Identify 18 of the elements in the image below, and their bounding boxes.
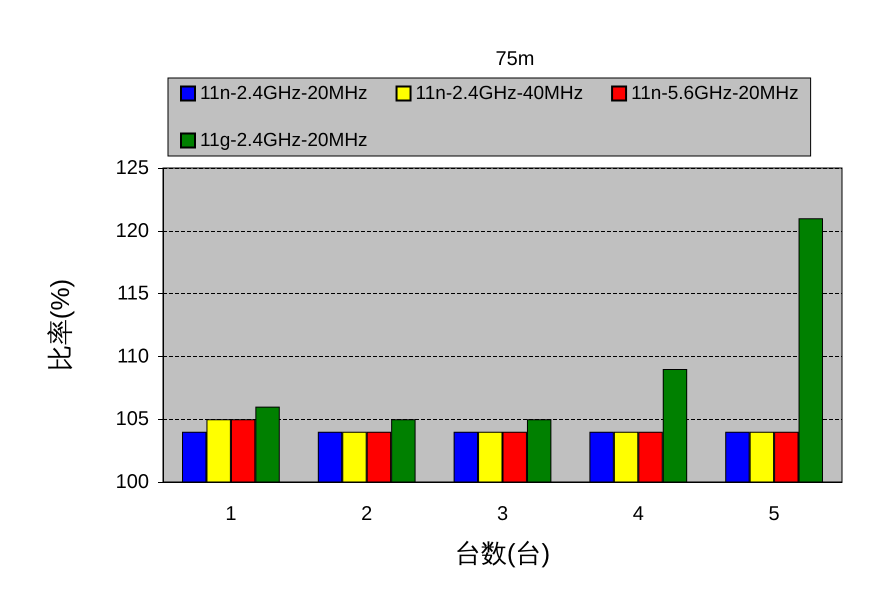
y-tick-label: 100 bbox=[116, 471, 149, 493]
x-axis-title: 台数(台) bbox=[454, 538, 550, 568]
y-tick-label: 105 bbox=[116, 408, 149, 430]
y-tick-label: 110 bbox=[117, 345, 149, 368]
y-tick-label: 125 bbox=[116, 157, 149, 179]
legend-label: 11n-2.4GHz-40MHz bbox=[416, 83, 584, 104]
x-tick-label: 2 bbox=[361, 503, 372, 525]
legend-label: 11n-5.6GHz-20MHz bbox=[631, 83, 799, 104]
x-tick-label: 1 bbox=[225, 503, 236, 525]
chart-title: 75m bbox=[496, 48, 534, 70]
y-tick-label: 120 bbox=[116, 220, 149, 242]
y-axis-title: 比率(%) bbox=[45, 278, 75, 372]
x-tick-label: 4 bbox=[632, 503, 644, 525]
legend-label: 11n-2.4GHz-20MHz bbox=[200, 83, 368, 104]
legend-label: 11g-2.4GHz-20MHz bbox=[200, 130, 368, 151]
x-tick-label: 5 bbox=[768, 503, 780, 525]
x-tick-label: 3 bbox=[496, 503, 508, 525]
y-tick-label: 115 bbox=[117, 282, 149, 305]
